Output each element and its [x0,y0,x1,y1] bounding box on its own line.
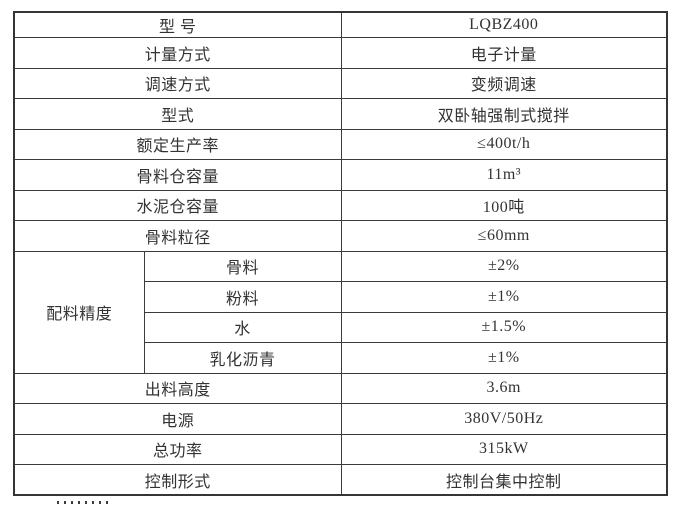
spec-label-control-mode: 控制形式 [13,464,342,496]
spec-value-speed-control: 变频调速 [340,67,668,99]
spec-label-total-power: 总功率 [13,433,342,465]
table-row: 计量方式 电子计量 [13,37,668,69]
spec-label-aggregate-bin: 骨料仓容量 [13,159,342,191]
spec-value-metering: 电子计量 [340,37,668,69]
spec-table: 型 号 LQBZ400 计量方式 电子计量 调速方式 变频调速 型式 双卧轴强制… [13,11,669,496]
table-row: 调速方式 变频调速 [13,67,668,99]
spec-label-aggregate-size: 骨料粒径 [13,220,342,252]
spec-label-cement-silo: 水泥仓容量 [13,189,342,221]
spec-label-rated-output: 额定生产率 [13,128,342,160]
table-row: 水泥仓容量 100吨 [13,189,668,221]
table-row: 额定生产率 ≤400t/h [13,128,668,160]
spec-value-water-accuracy: ±1.5% [340,311,668,343]
spec-label-power-supply: 电源 [13,403,342,435]
spec-sublabel-powder: 粉料 [143,281,342,313]
spec-sublabel-water: 水 [143,311,342,343]
spec-sublabel-emulsified-asphalt: 乳化沥青 [143,342,342,374]
table-row: 粉料 ±1% [14,281,668,313]
spec-value-powder-accuracy: ±1% [340,281,668,313]
spec-value-rated-output: ≤400t/h [340,128,668,160]
clipped-text-fragment [57,500,113,505]
spec-value-power-supply: 380V/50Hz [340,403,668,435]
spec-group-batching-accuracy: 配料精度 [13,250,145,374]
spec-label-model: 型 号 [13,11,342,38]
table-row: 乳化沥青 ±1% [14,342,668,374]
spec-value-emulsified-asphalt-accuracy: ±1% [340,342,668,374]
spec-label-discharge-height: 出料高度 [13,372,342,404]
spec-label-type: 型式 [13,98,342,130]
table-row: 配料精度 骨料 ±2% [13,250,668,374]
spec-value-cement-silo: 100吨 [340,189,668,221]
spec-value-aggregate-bin: 11m³ [340,159,668,191]
table-row: 总功率 315kW [13,433,668,465]
table-row: 控制形式 控制台集中控制 [13,464,668,496]
spec-value-control-mode: 控制台集中控制 [340,464,668,496]
spec-sublabel-aggregate: 骨料 [143,250,342,282]
spec-value-type: 双卧轴强制式搅拌 [340,98,668,130]
table-row: 出料高度 3.6m [13,372,668,404]
spec-value-aggregate-size: ≤60mm [340,220,668,252]
spec-value-aggregate-accuracy: ±2% [340,250,668,282]
spec-value-model: LQBZ400 [340,11,668,38]
spec-label-metering: 计量方式 [13,37,342,69]
table-row: 型 号 LQBZ400 [13,11,668,38]
table-row: 电源 380V/50Hz [13,403,668,435]
spec-value-total-power: 315kW [340,433,668,465]
table-row: 骨料仓容量 11m³ [13,159,668,191]
table-row: 型式 双卧轴强制式搅拌 [13,98,668,130]
spec-value-discharge-height: 3.6m [340,372,668,404]
spec-label-speed-control: 调速方式 [13,67,342,99]
table-row: 水 ±1.5% [14,311,668,343]
table-row: 骨料粒径 ≤60mm [13,220,668,252]
